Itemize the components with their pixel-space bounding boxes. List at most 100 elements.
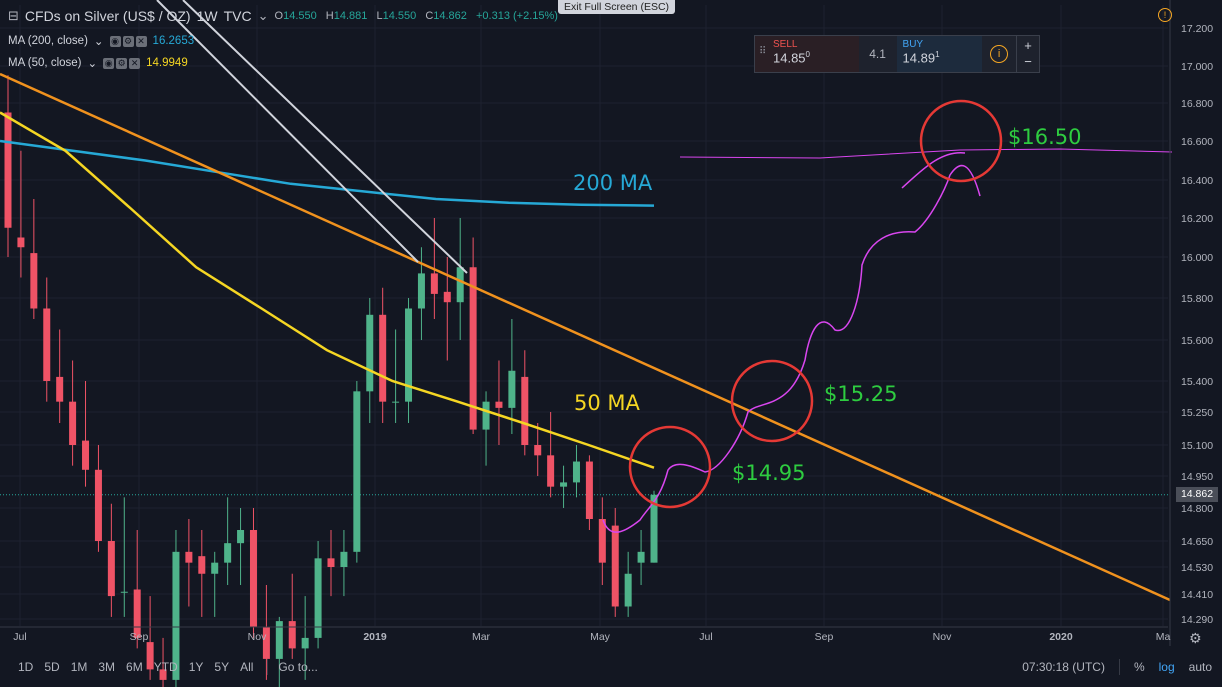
y-tick-label: 17.200 xyxy=(1181,23,1213,35)
y-tick-label: 14.650 xyxy=(1181,536,1213,548)
candle-body xyxy=(17,237,25,248)
source-label[interactable]: TVC xyxy=(223,8,252,24)
x-tick-label: Sep xyxy=(815,631,834,643)
indicator-ma50[interactable]: MA (50, close) ⌄ ◉ ⚙ ✕ 14.9949 xyxy=(8,56,188,70)
candle-body xyxy=(69,401,77,445)
indicator-value: 14.9949 xyxy=(146,57,188,69)
log-toggle[interactable]: log xyxy=(1158,659,1175,674)
candlestick-series[interactable] xyxy=(4,75,658,687)
indicator-value: 16.2653 xyxy=(152,35,195,47)
time-axis[interactable]: Jul Sep Nov 2019 Mar May Jul Sep Nov 2020 Ma xyxy=(0,626,1170,643)
candle-body xyxy=(4,112,12,228)
clock-time: 07:30:18 (UTC) xyxy=(1022,659,1105,674)
timeframe-1y[interactable]: 1Y xyxy=(188,659,204,674)
timeframe-1d[interactable]: 1D xyxy=(18,659,34,674)
timeframe-3m[interactable]: 3M xyxy=(98,659,116,674)
close-icon[interactable]: ✕ xyxy=(135,35,147,47)
symbol-header: ⊟ CFDs on Silver (US$ / OZ) 1W TVC ⌄ O14… xyxy=(8,8,558,24)
y-tick-label: 17.000 xyxy=(1181,61,1213,73)
y-tick-label: 15.100 xyxy=(1181,440,1213,452)
eye-icon[interactable]: ◉ xyxy=(109,35,121,47)
auto-toggle[interactable]: auto xyxy=(1188,659,1212,674)
chevron-down-icon[interactable]: ⌄ xyxy=(87,58,98,70)
trendline xyxy=(0,72,1171,602)
x-tick-label: Sep xyxy=(130,631,149,643)
candle-body xyxy=(301,637,309,649)
indicator-ma200[interactable]: MA (200, close) ⌄ ◉ ⚙ ✕ 16.2653 xyxy=(8,34,194,48)
bottom-toolbar: 1D 5D 1M 3M 6M YTD 1Y 5Y All Go to... 07… xyxy=(0,653,1222,680)
chevron-down-icon[interactable]: ⌄ xyxy=(93,36,104,48)
candle-body xyxy=(637,551,645,563)
candle-body xyxy=(585,461,593,519)
target-circle xyxy=(628,425,712,509)
candle-body xyxy=(611,525,619,607)
x-tick-label: 2020 xyxy=(1049,631,1073,643)
y-tick-label: 14.410 xyxy=(1181,589,1213,601)
y-tick-label: 14.290 xyxy=(1181,614,1213,626)
divider xyxy=(1118,658,1120,675)
timeframe-6m[interactable]: 6M xyxy=(126,659,143,674)
candle-body xyxy=(443,291,451,303)
y-tick-label: 15.400 xyxy=(1181,376,1213,388)
target-line xyxy=(679,148,1173,159)
candle-body xyxy=(534,445,542,456)
goto-button[interactable]: Go to... xyxy=(278,659,318,674)
annotation-200-ma: 200 MA xyxy=(573,171,653,195)
y-tick-label: 15.250 xyxy=(1181,407,1213,419)
percent-toggle[interactable]: % xyxy=(1133,659,1145,674)
indicator-label[interactable]: MA (50, close) xyxy=(8,57,82,69)
timeframe-5y[interactable]: 5Y xyxy=(214,659,230,674)
candle-body xyxy=(133,589,141,638)
y-tick-label: 15.600 xyxy=(1181,335,1213,347)
candle-body xyxy=(379,314,387,402)
settings-icon[interactable]: ⚙ xyxy=(116,57,128,69)
candle-body xyxy=(288,621,296,649)
drag-handle-icon[interactable]: ⠿ xyxy=(759,46,767,57)
settings-icon[interactable]: ⚙ xyxy=(122,35,134,47)
candle-body xyxy=(405,308,413,402)
price-axis[interactable]: 17.200 17.000 16.800 16.600 16.400 16.200 16.0… xyxy=(1169,0,1213,646)
y-tick-label: 16.200 xyxy=(1181,213,1213,225)
candle-body xyxy=(482,401,490,430)
buy-button[interactable]: BUY 14.891 xyxy=(896,36,983,72)
current-price-badge: 14.862 xyxy=(1176,487,1218,502)
indicator-label[interactable]: MA (200, close) xyxy=(8,35,88,47)
collapse-icon[interactable]: ⊟ xyxy=(8,8,19,23)
interval-label[interactable]: 1W xyxy=(196,8,218,24)
drawings-layer[interactable]: $14.95 $15.25 $16.50 200 MA 50 MA xyxy=(0,0,1173,602)
symbol-name[interactable]: CFDs on Silver (US$ / OZ) xyxy=(24,8,191,24)
sell-button[interactable]: ⠿ SELL 14.850 xyxy=(755,36,859,72)
x-tick-label: Mar xyxy=(472,631,491,643)
alert-icon[interactable]: ! xyxy=(1158,8,1172,22)
y-tick-label: 16.600 xyxy=(1181,136,1213,148)
eye-icon[interactable]: ◉ xyxy=(103,57,115,69)
candle-body xyxy=(521,376,529,445)
chevron-down-icon[interactable]: ⌄ xyxy=(257,8,269,23)
close-value: 14.862 xyxy=(433,10,467,22)
timeframe-1m[interactable]: 1M xyxy=(70,659,88,674)
candle-body xyxy=(249,530,257,628)
candle-body xyxy=(185,551,193,563)
info-icon[interactable]: i xyxy=(982,36,1016,72)
close-icon[interactable]: ✕ xyxy=(129,57,141,69)
candle-body xyxy=(262,627,270,659)
divider xyxy=(267,658,269,675)
annotation-15-25: $15.25 xyxy=(824,382,897,406)
ma50-line xyxy=(0,111,655,469)
candle-body xyxy=(107,541,115,597)
candle-body xyxy=(560,482,568,487)
timeframe-ytd[interactable]: YTD xyxy=(153,659,178,674)
exit-fullscreen-button[interactable]: Exit Full Screen (ESC) xyxy=(558,0,676,14)
candle-body xyxy=(43,308,51,381)
gear-icon[interactable]: ⚙ xyxy=(1189,630,1202,646)
minus-button[interactable]: − xyxy=(1024,54,1032,69)
x-tick-label: Nov xyxy=(248,631,267,643)
candle-body xyxy=(159,669,167,680)
timeframe-5d[interactable]: 5D xyxy=(44,659,60,674)
candle-body xyxy=(456,267,464,303)
plus-button[interactable]: + xyxy=(1024,38,1032,53)
timeframe-all[interactable]: All xyxy=(240,659,254,674)
target-circle xyxy=(730,359,814,443)
projected-path xyxy=(901,152,966,189)
